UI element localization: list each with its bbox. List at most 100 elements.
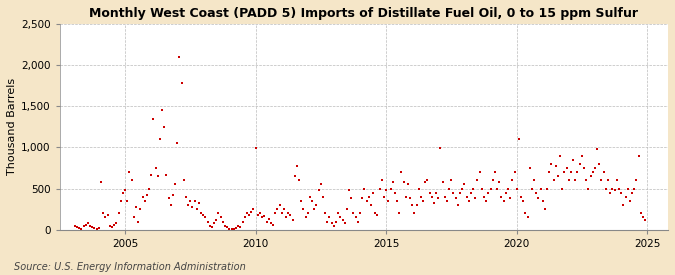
Point bbox=[489, 170, 500, 174]
Point bbox=[265, 221, 276, 226]
Point bbox=[409, 211, 420, 216]
Point bbox=[526, 186, 537, 191]
Point bbox=[448, 191, 459, 195]
Point bbox=[429, 201, 439, 206]
Point bbox=[290, 174, 300, 178]
Point bbox=[82, 221, 93, 226]
Point bbox=[130, 205, 141, 209]
Point bbox=[237, 219, 248, 224]
Point bbox=[235, 225, 246, 230]
Point bbox=[109, 223, 119, 227]
Point bbox=[350, 215, 361, 220]
Point bbox=[294, 178, 304, 183]
Point bbox=[198, 213, 209, 217]
Point bbox=[385, 186, 396, 191]
Point bbox=[150, 166, 161, 170]
Point bbox=[594, 162, 605, 166]
Point bbox=[407, 203, 418, 207]
Point bbox=[505, 196, 516, 201]
Point bbox=[446, 178, 457, 183]
Point bbox=[520, 211, 531, 216]
Point bbox=[472, 178, 483, 183]
Point bbox=[315, 182, 326, 187]
Point bbox=[153, 174, 163, 178]
Point bbox=[252, 213, 263, 217]
Point bbox=[585, 174, 596, 178]
Point bbox=[165, 203, 176, 207]
Point bbox=[91, 226, 102, 231]
Point bbox=[411, 203, 422, 207]
Point bbox=[157, 107, 167, 112]
Point bbox=[119, 188, 130, 192]
Point bbox=[74, 226, 85, 230]
Point bbox=[572, 170, 583, 174]
Point bbox=[124, 170, 135, 174]
Point bbox=[640, 218, 651, 222]
Point bbox=[344, 188, 354, 192]
Point bbox=[491, 186, 502, 191]
Point bbox=[176, 81, 187, 85]
Point bbox=[431, 191, 441, 195]
Point bbox=[98, 211, 109, 216]
Point bbox=[107, 225, 117, 230]
Point bbox=[194, 201, 205, 206]
Point bbox=[329, 224, 340, 228]
Point bbox=[274, 203, 285, 207]
Point bbox=[254, 211, 265, 216]
Point bbox=[296, 199, 306, 203]
Point bbox=[96, 180, 107, 184]
Point bbox=[405, 196, 416, 201]
Point bbox=[562, 166, 572, 170]
Point bbox=[242, 211, 252, 216]
Point bbox=[620, 195, 631, 199]
Point bbox=[348, 211, 359, 216]
Y-axis label: Thousand Barrels: Thousand Barrels bbox=[7, 78, 17, 175]
Point bbox=[513, 137, 524, 141]
Point bbox=[209, 221, 220, 226]
Point bbox=[576, 153, 587, 158]
Point bbox=[433, 196, 443, 201]
Point bbox=[637, 215, 648, 220]
Point bbox=[372, 213, 383, 217]
Point bbox=[196, 211, 207, 216]
Point bbox=[126, 178, 137, 183]
Point bbox=[268, 223, 279, 227]
Point bbox=[612, 178, 622, 183]
Point bbox=[464, 199, 475, 203]
Point bbox=[511, 186, 522, 191]
Point bbox=[603, 178, 614, 183]
Point bbox=[320, 211, 331, 216]
Point bbox=[122, 199, 132, 203]
Point bbox=[374, 186, 385, 191]
Point bbox=[441, 199, 452, 203]
Point bbox=[222, 225, 233, 230]
Point bbox=[137, 195, 148, 199]
Point bbox=[631, 178, 642, 183]
Point bbox=[285, 213, 296, 217]
Point bbox=[342, 207, 352, 211]
Point bbox=[555, 153, 566, 158]
Point bbox=[189, 199, 200, 203]
Point bbox=[278, 207, 289, 211]
Point bbox=[72, 225, 82, 230]
Point bbox=[609, 188, 620, 192]
Point bbox=[224, 227, 235, 231]
Point bbox=[509, 170, 520, 174]
Point bbox=[361, 199, 372, 203]
Point bbox=[363, 195, 374, 199]
Point bbox=[564, 178, 574, 183]
Point bbox=[205, 224, 215, 228]
Point bbox=[394, 211, 404, 216]
Point bbox=[598, 170, 609, 174]
Point bbox=[592, 147, 603, 151]
Point bbox=[309, 207, 320, 211]
Point bbox=[333, 211, 344, 216]
Point bbox=[578, 166, 589, 170]
Point bbox=[231, 226, 242, 230]
Point bbox=[568, 158, 578, 162]
Point bbox=[392, 199, 402, 203]
Point bbox=[550, 163, 561, 168]
Point bbox=[89, 226, 100, 230]
Point bbox=[605, 191, 616, 195]
Point bbox=[250, 146, 261, 150]
